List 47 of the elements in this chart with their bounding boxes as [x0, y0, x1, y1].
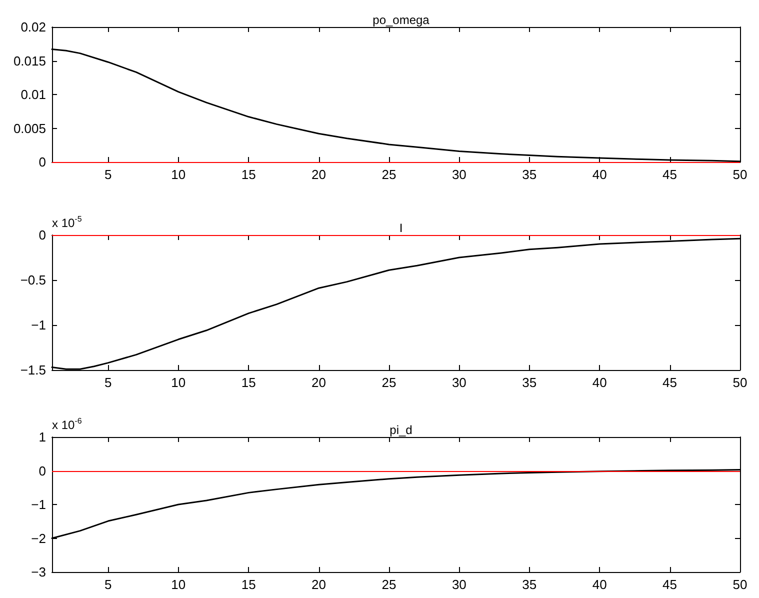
chart-title: pi_d [390, 423, 412, 437]
y-tick-label: −2 [31, 530, 46, 546]
x-tick-label: 15 [241, 375, 256, 390]
y-tick-label: −3 [31, 564, 46, 580]
x-tick-label: 50 [732, 167, 748, 182]
x-tick-label: 45 [662, 577, 678, 592]
x-tick-label: 45 [662, 375, 678, 390]
y-tick-label: −1.5 [20, 362, 46, 378]
chart-title: po_omega [372, 13, 430, 27]
x-tick-label: 50 [732, 375, 748, 390]
x-tick-label: 35 [522, 167, 537, 182]
x-tick-label: 10 [171, 577, 186, 592]
x-tick-label: 15 [241, 577, 256, 592]
y-tick-label: 1 [38, 430, 46, 444]
x-tick-label: 30 [452, 577, 466, 592]
x-tick-label: 45 [662, 167, 678, 182]
x-tick-label: 5 [104, 577, 112, 592]
x-tick-label: 25 [382, 577, 396, 592]
x-tick-label: 20 [312, 577, 326, 592]
x-tick-label: 10 [171, 167, 186, 182]
x-tick-label: 25 [382, 375, 396, 390]
x-tick-label: 35 [522, 375, 537, 390]
x-tick-label: 30 [452, 375, 466, 390]
x-tick-label: 10 [171, 375, 186, 390]
x-tick-label: 40 [592, 167, 607, 182]
x-tick-label: 35 [522, 577, 537, 592]
y-tick-label: 0.005 [13, 120, 46, 136]
x-tick-label: 20 [312, 375, 326, 390]
y-tick-label: 0 [38, 463, 46, 478]
x-tick-label: 25 [382, 167, 396, 182]
y-tick-label: 0.015 [13, 53, 46, 68]
y-tick-label: 0 [38, 228, 46, 242]
x-tick-label: 40 [592, 577, 607, 592]
y-tick-label: 0.02 [20, 20, 46, 34]
x-tick-label: 20 [312, 167, 326, 182]
x-tick-label: 5 [104, 167, 112, 182]
x-tick-label: 40 [592, 375, 607, 390]
y-tick-label: −0.5 [20, 272, 46, 288]
x-tick-label: 50 [732, 577, 748, 592]
chart-title: I [399, 221, 403, 235]
x-tick-label: 30 [452, 167, 466, 182]
x-tick-label: 5 [104, 375, 112, 390]
x-tick-label: 15 [241, 167, 256, 182]
y-tick-label: 0 [38, 154, 46, 170]
y-tick-label: −1 [31, 497, 46, 512]
y-tick-label: 0.01 [20, 87, 46, 102]
y-tick-label: −1 [31, 318, 46, 332]
